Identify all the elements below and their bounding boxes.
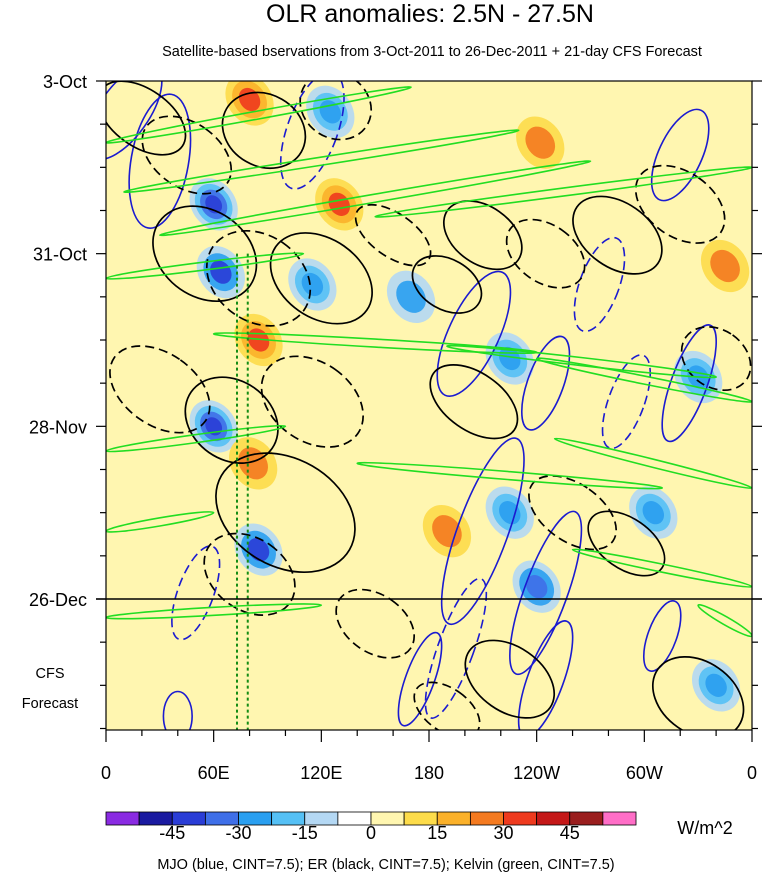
kelvin-contour-2 <box>159 160 592 237</box>
kelvin-contour-4 <box>106 252 305 280</box>
er-contour-8 <box>411 255 483 314</box>
anomaly-cell-1-2 <box>210 260 232 284</box>
er-contour-24 <box>413 681 481 730</box>
mjo-contour-6 <box>509 510 583 676</box>
anomaly-cell-4-2 <box>301 272 324 297</box>
anomaly-cell-12-2 <box>525 575 548 599</box>
er-contour-15 <box>505 218 586 289</box>
er-contour-16 <box>572 195 663 275</box>
anomaly-cell-17-2 <box>705 673 727 697</box>
forecast-label-line1: CFS <box>36 666 65 682</box>
er-contour-22 <box>464 639 556 719</box>
anomaly-cell-19-1 <box>396 280 426 313</box>
y-tick-label-3: 26-Dec <box>29 590 87 610</box>
er-contour-25 <box>680 325 752 392</box>
y-tick-label-1: 31-Oct <box>33 245 87 265</box>
colorbar-units: W/m^2 <box>677 818 732 838</box>
mjo-contour-16 <box>162 690 193 730</box>
colorbar-label-0: -45 <box>159 823 185 843</box>
er-contour-5 <box>205 229 312 327</box>
anomaly-cell-16-2 <box>642 501 665 525</box>
colorbar-label-1: -30 <box>225 823 251 843</box>
mjo-contour-14 <box>397 631 443 727</box>
kelvin-contour-1 <box>123 129 520 194</box>
er-contour-13 <box>203 532 296 616</box>
mjo-contour-0 <box>106 81 163 161</box>
chart-subtitle: Satellite-based bservations from 3-Oct-2… <box>162 44 702 60</box>
chart-title: OLR anomalies: 2.5N - 27.5N <box>266 0 594 28</box>
er-contour-6 <box>269 232 373 325</box>
er-contour-23 <box>651 656 745 730</box>
kelvin-contour-10 <box>356 461 664 490</box>
x-tick-label-0: 0 <box>101 763 111 783</box>
mjo-contour-7 <box>517 620 574 730</box>
colorbar-label-4: 15 <box>427 823 447 843</box>
mjo-contour-13 <box>424 577 488 719</box>
overlay-caption: MJO (blue, CINT=7.5); ER (black, CINT=7.… <box>157 857 614 873</box>
er-contour-4 <box>152 205 258 303</box>
anomaly-cell-14-1 <box>525 126 556 159</box>
er-contour-7 <box>354 203 432 267</box>
colorbar-label-6: 45 <box>560 823 580 843</box>
mjo-contour-1 <box>128 93 192 229</box>
heatmap-field <box>106 81 752 730</box>
anomaly-cell-6-2 <box>328 192 351 216</box>
y-tick-label-2: 28-Nov <box>29 417 87 437</box>
colorbar-box-0 <box>105 811 140 826</box>
mjo-contour-8 <box>650 108 710 202</box>
colorbar-label-2: -15 <box>292 823 318 843</box>
mjo-contour-11 <box>601 354 652 450</box>
anomaly-cell-9-1 <box>238 447 268 480</box>
colorbar-label-3: 0 <box>366 823 376 843</box>
mjo-contour-4 <box>520 335 571 431</box>
x-tick-label-2: 120E <box>300 763 342 783</box>
x-tick-label-1: 60E <box>198 763 230 783</box>
mjo-contour-15 <box>642 600 682 672</box>
x-tick-label-4: 120W <box>513 763 560 783</box>
er-contour-2 <box>221 91 307 170</box>
kelvin-contour-6 <box>446 344 717 379</box>
x-tick-label-6: 0 <box>747 763 757 783</box>
kelvin-contour-8 <box>106 424 287 453</box>
er-contour-11 <box>260 355 365 448</box>
er-contour-19 <box>528 475 618 551</box>
x-tick-label-3: 180 <box>414 763 444 783</box>
er-contour-9 <box>109 345 211 434</box>
y-tick-label-0: 3-Oct <box>43 72 87 92</box>
er-contour-18 <box>429 364 519 440</box>
er-contour-12 <box>215 452 356 574</box>
mjo-contour-3 <box>436 270 512 398</box>
anomaly-cell-18-1 <box>710 249 740 283</box>
colorbar-box-15 <box>602 811 637 826</box>
colorbar: -45 -30 -15 0 15 30 45 <box>105 811 637 843</box>
x-tick-label-5: 60W <box>626 763 663 783</box>
er-contour-10 <box>184 376 279 464</box>
er-contour-20 <box>587 510 666 577</box>
colorbar-label-5: 30 <box>493 823 513 843</box>
mjo-contour-5 <box>440 437 525 626</box>
anomaly-cell-11-2 <box>499 501 521 525</box>
forecast-label-line2: Forecast <box>22 696 78 712</box>
